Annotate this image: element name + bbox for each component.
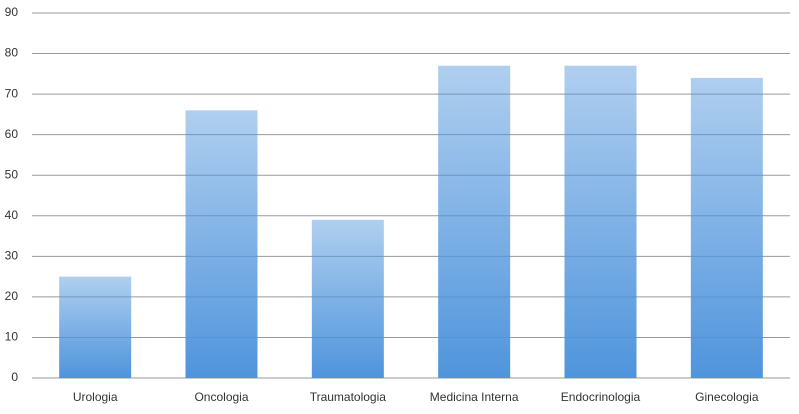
y-tick-label: 70 — [5, 86, 19, 100]
x-tick-label: Oncologia — [194, 390, 248, 404]
y-tick-label: 10 — [5, 330, 19, 344]
x-tick-label: Traumatologia — [310, 390, 387, 404]
x-tick-label: Urologia — [73, 390, 118, 404]
y-tick-label: 80 — [5, 46, 19, 60]
y-tick-label: 50 — [5, 167, 19, 181]
bar — [185, 110, 258, 378]
y-tick-label: 60 — [5, 127, 19, 141]
x-tick-label: Ginecologia — [695, 390, 759, 404]
x-tick-label: Medicina Interna — [430, 390, 519, 404]
bar — [690, 77, 763, 378]
bar — [311, 219, 384, 378]
y-tick-label: 20 — [5, 289, 19, 303]
y-tick-label: 0 — [11, 370, 18, 384]
y-tick-label: 30 — [5, 249, 19, 263]
bar — [438, 65, 511, 378]
x-tick-label: Endocrinologia — [561, 390, 641, 404]
bar — [564, 65, 637, 378]
bar — [59, 276, 132, 378]
y-tick-label: 40 — [5, 208, 19, 222]
y-tick-label: 90 — [5, 5, 19, 19]
